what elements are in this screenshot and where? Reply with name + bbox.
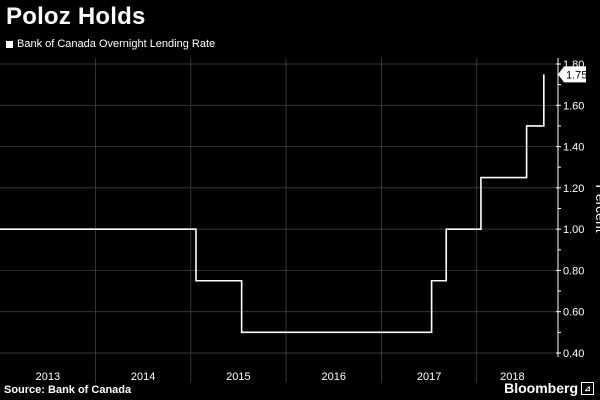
legend-label: Bank of Canada Overnight Lending Rate — [17, 38, 216, 50]
y-tick-label: 0.40 — [563, 348, 584, 360]
y-tick-label: 1.20 — [563, 183, 584, 195]
last-value-label: 1.75 — [566, 69, 587, 81]
x-tick-label: 2013 — [36, 371, 60, 383]
chart-title: Poloz Holds — [6, 3, 146, 30]
brand-name: Bloomberg — [504, 380, 578, 396]
x-tick-label: 2014 — [131, 371, 155, 383]
legend: Bank of Canada Overnight Lending Rate — [6, 38, 215, 50]
x-tick-label: 2018 — [500, 371, 524, 383]
brand-mark-icon: ⊿ — [581, 381, 594, 395]
x-tick-label: 2016 — [322, 371, 346, 383]
y-axis-label: Percent — [593, 184, 600, 232]
y-tick-label: 0.60 — [563, 307, 584, 319]
y-tick-label: 1.60 — [563, 100, 584, 112]
last-value-badge — [558, 66, 586, 83]
x-tick-label: 2017 — [417, 371, 441, 383]
bloomberg-logo: Bloomberg ⊿ — [504, 380, 594, 396]
series-line — [0, 74, 545, 334]
legend-swatch — [6, 40, 13, 48]
source-note: Source: Bank of Canada — [4, 384, 132, 396]
y-tick-label: 0.80 — [563, 265, 584, 277]
y-tick-label: 1.00 — [563, 224, 584, 236]
y-tick-label: 1.40 — [563, 142, 584, 154]
x-tick-label: 2015 — [226, 371, 250, 383]
